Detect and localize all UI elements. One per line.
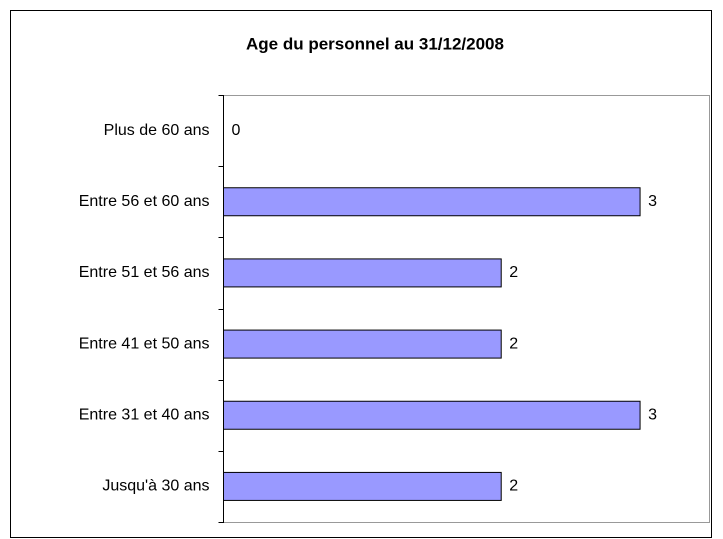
bar <box>223 329 502 359</box>
data-label: 2 <box>509 264 518 281</box>
data-label: 2 <box>509 335 518 352</box>
y-tick-label: Entre 51 et 56 ans <box>79 264 210 281</box>
y-tick-label: Entre 31 et 40 ans <box>79 406 210 423</box>
plot-area <box>223 95 710 523</box>
bar <box>223 471 502 501</box>
data-label: 3 <box>648 406 657 423</box>
bar <box>223 258 502 288</box>
y-tick-label: Jusqu'à 30 ans <box>102 478 209 495</box>
bar <box>223 400 641 430</box>
y-tick-label: Plus de 60 ans <box>104 122 210 139</box>
data-label: 0 <box>232 122 241 139</box>
data-label: 2 <box>509 478 518 495</box>
y-tick-label: Entre 41 et 50 ans <box>79 335 210 352</box>
data-label: 3 <box>648 193 657 210</box>
bar <box>223 187 641 217</box>
chart-title: Age du personnel au 31/12/2008 <box>246 34 504 53</box>
y-tick-label: Entre 56 et 60 ans <box>79 193 210 210</box>
